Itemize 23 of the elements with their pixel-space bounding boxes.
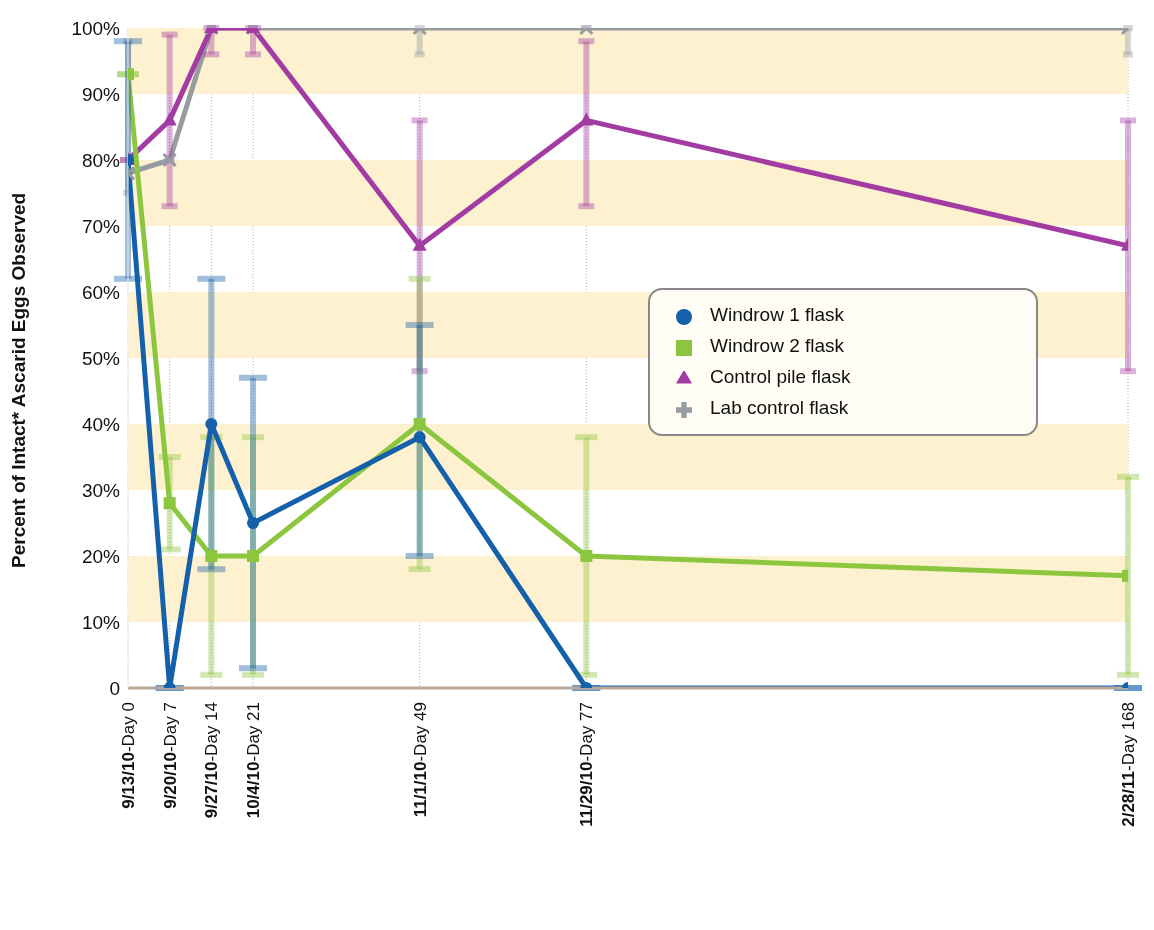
y-tick-label: 90% (81, 83, 121, 105)
y-tick-label: 50% (81, 347, 121, 369)
x-tick-label: 2/28/11-Day 168 (1118, 702, 1138, 827)
y-tick-label: 30% (81, 479, 121, 501)
legend-label: Lab control flask (710, 397, 849, 418)
x-tick-label: 10/4/10-Day 21 (243, 702, 263, 819)
x-tick-label: 11/1/10-Day 49 (410, 702, 430, 818)
x-tick-label: 9/20/10-Day 7 (160, 702, 180, 809)
x-tick-label: 11/29/10-Day 77 (576, 702, 596, 827)
legend-label: Windrow 1 flask (710, 304, 845, 325)
y-tick-label: 70% (81, 215, 121, 237)
y-tick-label: 40% (81, 413, 121, 435)
x-tick-label: 9/13/10-Day 0 (118, 702, 138, 809)
y-axis-title: Percent of Intact* Ascarid Eggs Observed (7, 192, 29, 568)
y-tick-label: 60% (81, 281, 121, 303)
legend-label: Windrow 2 flask (710, 335, 845, 356)
y-tick-label: 100% (71, 17, 121, 39)
y-tick-label: 0 (109, 677, 120, 699)
y-tick-label: 80% (81, 149, 121, 171)
y-tick-label: 20% (81, 545, 121, 567)
legend-label: Control pile flask (710, 366, 851, 387)
x-tick-label: 9/27/10-Day 14 (201, 702, 221, 819)
y-tick-label: 10% (81, 611, 121, 633)
